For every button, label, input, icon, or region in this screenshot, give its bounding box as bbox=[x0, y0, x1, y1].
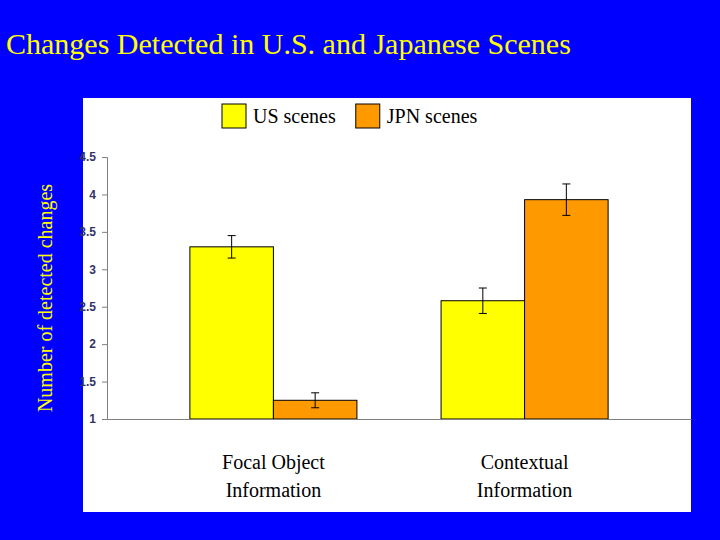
tick-mark bbox=[102, 269, 107, 270]
error-bar-line bbox=[482, 288, 483, 313]
tick: 2.5 bbox=[79, 300, 107, 314]
error-bar-cap bbox=[228, 258, 236, 259]
tick-label: 3.5 bbox=[79, 225, 96, 239]
legend: US scenes JPN scenes bbox=[222, 104, 478, 128]
tick: 3 bbox=[89, 263, 107, 277]
error-bar-line bbox=[315, 393, 316, 408]
error-bar-line bbox=[231, 236, 232, 258]
tick-mark bbox=[102, 307, 107, 308]
y-axis: 1 1.5 2 2.5 3 3.5 4 4.5 bbox=[79, 150, 107, 426]
series bbox=[190, 236, 525, 419]
tick-label: 4 bbox=[89, 188, 96, 202]
tick-mark bbox=[102, 344, 107, 345]
error-bar-cap bbox=[479, 313, 487, 314]
legend-item: US scenes bbox=[222, 104, 336, 128]
tick: 4.5 bbox=[79, 150, 107, 164]
series bbox=[273, 184, 608, 419]
legend-item: JPN scenes bbox=[356, 104, 478, 128]
tick: Contextual Information bbox=[477, 419, 573, 501]
legend-label: US scenes bbox=[253, 105, 336, 127]
tick-mark bbox=[102, 232, 107, 233]
tick-label: 2.5 bbox=[79, 300, 96, 314]
bar bbox=[190, 247, 274, 419]
error-bar bbox=[228, 236, 236, 258]
tick-label: 1.5 bbox=[79, 375, 96, 389]
bar bbox=[525, 200, 609, 419]
tick-label: 2 bbox=[89, 337, 96, 351]
legend-swatch bbox=[356, 104, 380, 128]
tick-mark bbox=[102, 157, 107, 158]
legend-swatch bbox=[222, 104, 246, 128]
tick: 3.5 bbox=[79, 225, 107, 239]
tick: 4 bbox=[89, 188, 107, 202]
error-bar bbox=[311, 393, 319, 408]
error-bar bbox=[479, 288, 487, 313]
error-bar-cap bbox=[562, 215, 570, 216]
chart: Changes Detected in U.S. and Japanese Sc… bbox=[0, 0, 720, 540]
tick-label-line: Focal Object bbox=[222, 451, 325, 474]
tick: Focal Object Information bbox=[222, 419, 325, 501]
tick: 1 bbox=[89, 412, 107, 426]
x-axis: Focal Object Information Contextual Informa… bbox=[108, 419, 692, 501]
axis-line bbox=[108, 419, 692, 420]
axis-line bbox=[102, 158, 108, 420]
tick-label-line: Information bbox=[477, 479, 573, 501]
error-bar-cap bbox=[311, 392, 319, 393]
tick-label: Contextual Information bbox=[477, 451, 573, 501]
legend-label: JPN scenes bbox=[387, 105, 478, 127]
tick-mark bbox=[102, 382, 107, 383]
y-axis-title: Number of detected changes bbox=[34, 184, 57, 412]
tick-label: Focal Object Information bbox=[222, 451, 325, 501]
plot bbox=[190, 184, 608, 419]
error-bar-cap bbox=[479, 288, 487, 289]
error-bar-cap bbox=[562, 183, 570, 184]
title: Changes Detected in U.S. and Japanese Sc… bbox=[6, 27, 571, 60]
tick-mark bbox=[102, 194, 107, 195]
tick-mark bbox=[102, 419, 107, 420]
tick-label-line: Information bbox=[226, 479, 322, 501]
tick: 2 bbox=[89, 337, 107, 351]
error-bar-cap bbox=[228, 235, 236, 236]
error-bar bbox=[562, 184, 570, 215]
tick-label: 3 bbox=[89, 263, 96, 277]
tick-label: 4.5 bbox=[79, 150, 96, 164]
tick-label-line: Contextual bbox=[481, 451, 569, 473]
error-bar-line bbox=[566, 184, 567, 215]
tick-label: 1 bbox=[89, 412, 96, 426]
tick: 1.5 bbox=[79, 375, 107, 389]
chart-area bbox=[83, 98, 691, 512]
bar bbox=[441, 301, 525, 419]
error-bar-cap bbox=[311, 407, 319, 408]
